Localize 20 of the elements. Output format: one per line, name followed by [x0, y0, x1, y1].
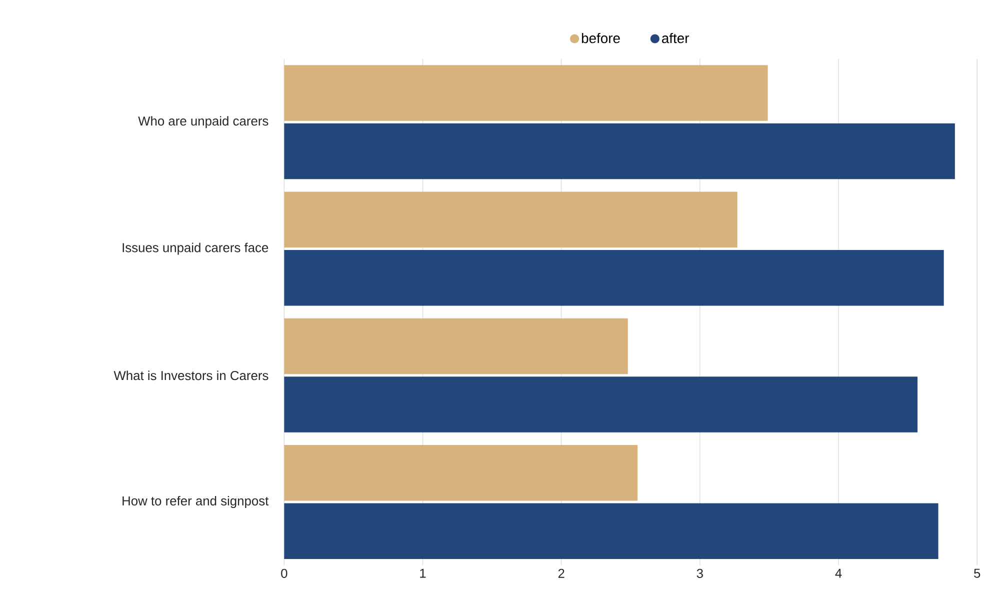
x-tick-label: 4 — [835, 568, 842, 578]
legend-label: after — [662, 32, 690, 44]
y-tick-label: Who are unpaid carers — [138, 116, 268, 128]
bar — [284, 250, 944, 306]
x-tick-label: 1 — [420, 568, 426, 578]
x-tick-label: 5 — [974, 568, 980, 578]
bar — [284, 65, 768, 121]
bar — [284, 376, 918, 432]
x-tick-label: 2 — [558, 568, 564, 578]
bar — [284, 503, 938, 559]
bar — [284, 318, 628, 374]
bar — [284, 192, 738, 248]
y-tick-label: What is Investors in Carers — [114, 370, 268, 380]
legend-label: before — [582, 32, 620, 44]
y-tick-label: How to refer and signpost — [122, 496, 269, 508]
y-tick-label: Issues unpaid carers face — [122, 242, 268, 255]
bar — [284, 123, 955, 180]
x-tick-label: 0 — [281, 568, 288, 578]
bar — [284, 444, 638, 501]
x-tick-label: 3 — [696, 568, 703, 578]
